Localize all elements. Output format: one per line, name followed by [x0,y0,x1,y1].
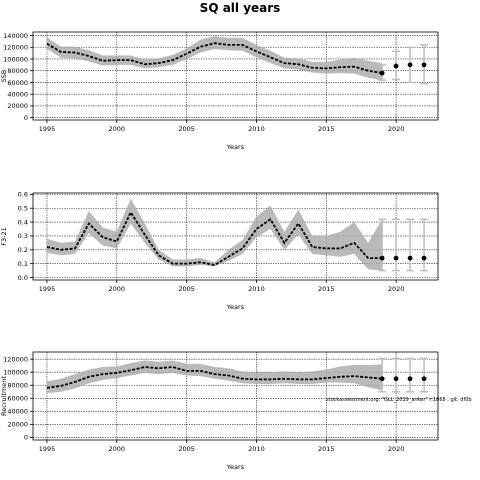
x-tick-label: 2000 [109,125,126,133]
forecast-point [421,62,427,68]
y-tick-label: 0.5 [18,205,28,213]
axes-frame [32,31,439,121]
y-tick-label: 20000 [7,421,28,429]
forecast-interval [406,357,415,393]
x-tick-label: 2020 [388,125,405,133]
x-tick-label: 2015 [318,125,335,133]
forecast-point [379,255,385,261]
x-axis-label: Years [226,463,245,471]
forecast-point [421,255,427,261]
x-tick-label: 2010 [248,445,265,453]
forecast-interval [378,357,387,393]
axes-frame [32,192,439,281]
y-tick-label: 80000 [7,67,28,75]
x-tick-label: 2005 [178,125,195,133]
y-tick-label: 140000 [3,32,28,40]
estimate-line [46,366,383,389]
x-tick-label: 2000 [109,445,126,453]
forecast-point [407,62,413,68]
source-annotation: stockassessment.org: "GLL_2019_anker" r:… [326,397,472,403]
y-tick-label: 80000 [7,382,28,390]
y-tick-label: 60000 [7,395,28,403]
x-tick-label: 2020 [388,285,405,293]
forecast-point [421,376,427,382]
y-tick-label: 0.3 [18,232,28,240]
forecast-interval [420,357,429,393]
forecast-point [393,255,399,261]
x-tick-label: 2005 [178,445,195,453]
x-tick-label: 2020 [388,445,405,453]
y-tick-label: 0.1 [18,260,28,268]
forecast-interval [406,218,415,272]
forecast-point [407,255,413,261]
x-tick-label: 2015 [318,285,335,293]
forecast-point [407,376,413,382]
confidence-band [46,198,383,271]
forecast-interval [392,357,401,393]
panels-container: 1995 2000 2005 2010 2015 20200200004000060000… [0,31,472,471]
figure-title: SQ all years [200,1,281,15]
forecast-point [393,376,399,382]
confidence-band [46,360,383,394]
chart-panel-1: 1995 2000 2005 2010 2015 2020 0 20000 40000 60000… [0,31,439,151]
x-tick-label: 1995 [39,125,56,133]
y-tick-label: 40000 [7,408,28,416]
y-tick-label: 0.4 [18,218,28,226]
y-tick-label: 60000 [7,79,28,87]
x-tick-label: 1995 [39,285,56,293]
forecast-interval [420,218,429,272]
y-tick-label: 0 [24,434,28,442]
estimate-line [46,210,383,266]
forecast-interval [392,218,401,272]
y-tick-label: 0 [24,114,28,122]
x-tick-label: 2010 [248,285,265,293]
y-axis-label: SSB [0,70,8,83]
y-tick-label: 20000 [7,102,28,110]
forecast-interval [378,218,387,272]
y-tick-label: 0.0 [18,274,28,282]
axes-frame [32,351,439,441]
x-tick-label: 2000 [109,285,126,293]
forecast-point [379,70,385,76]
y-tick-label: 0.2 [18,246,28,254]
y-tick-label: 40000 [7,90,28,98]
y-axis-label: Recruitment [0,376,8,416]
y-tick-label: 120000 [3,44,28,52]
forecast-point [379,376,385,382]
chart-panel-2: 1995 2000 2005 2010 2015 2020 0.0 0.1 0.2 0.3 0.4 0… [0,191,439,311]
x-tick-label: 2005 [178,285,195,293]
x-axis-label: Years [226,303,245,311]
chart-panel-3: 1995 2000 2005 2010 2015 2020 0 20000 40000 60000… [0,351,472,471]
y-tick-label: 120000 [3,355,28,363]
y-tick-label: 100000 [3,369,28,377]
estimate-line [46,42,383,74]
y-axis-label: F3-21 [0,227,8,246]
x-tick-label: 2010 [248,125,265,133]
forecast-point [393,63,399,69]
y-tick-label: 100000 [3,55,28,63]
x-axis-label: Years [226,143,245,151]
y-tick-label: 0.6 [18,191,28,199]
x-tick-label: 1995 [39,445,56,453]
x-tick-label: 2015 [318,445,335,453]
confidence-band [46,36,383,81]
